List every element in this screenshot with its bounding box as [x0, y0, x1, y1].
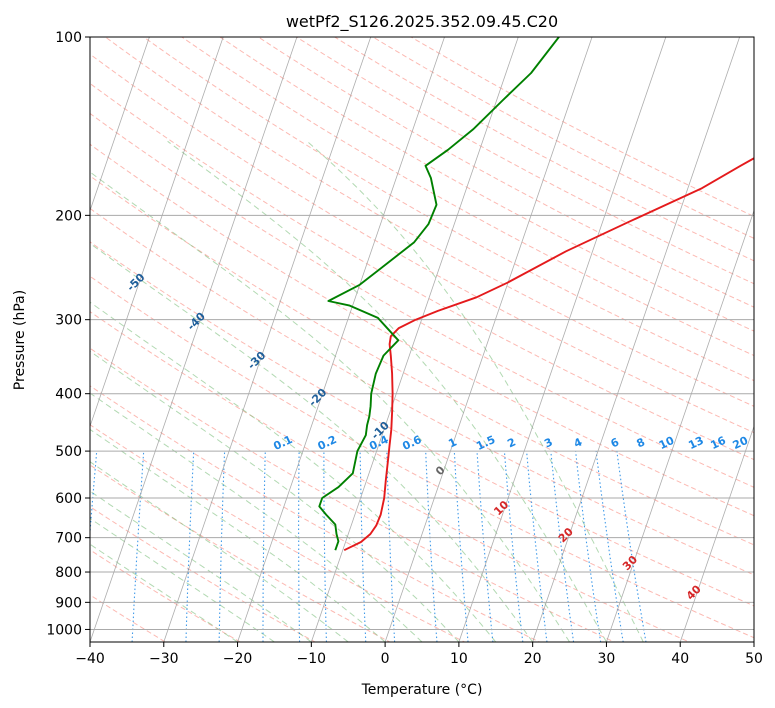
y-tick-label: 400	[55, 387, 82, 403]
isotherm-line	[606, 209, 754, 642]
mixing-ratio-label: 10	[657, 434, 677, 452]
y-tick-label: 500	[55, 444, 82, 460]
dry-adiabat	[90, 311, 691, 642]
dewpoint-line	[318, 37, 560, 551]
x-tick-label: −40	[75, 651, 105, 667]
dry-adiabat	[104, 37, 754, 407]
dry-adiabat	[410, 37, 754, 217]
dry-adiabat	[90, 464, 391, 642]
mixing-ratio-label: 16	[709, 434, 729, 452]
y-tick-label: 700	[55, 531, 82, 547]
x-axis-label: Temperature (°C)	[361, 682, 483, 698]
mixing-ratio-label: 13	[686, 434, 705, 452]
mixing-ratio-line	[262, 451, 266, 642]
dry-adiabat	[90, 424, 466, 642]
isotherm-line	[310, 37, 519, 642]
mixing-ratio-line	[185, 451, 195, 642]
isotherm-line	[90, 37, 298, 642]
y-tick-label: 100	[55, 30, 82, 46]
isotherm-line	[679, 425, 754, 642]
plot-area	[90, 37, 754, 642]
y-tick-label: 900	[55, 595, 82, 611]
x-tick-label: 50	[745, 651, 763, 667]
mixing-ratio-label: 25	[753, 434, 772, 452]
x-tick-label: 10	[450, 651, 468, 667]
mixing-ratio-line	[323, 451, 327, 642]
y-tick-label: 300	[55, 313, 82, 329]
x-tick-label: 20	[524, 651, 542, 667]
dry-adiabat	[90, 112, 754, 488]
dry-adiabat	[142, 37, 754, 382]
mixing-ratio-label: 20	[731, 434, 751, 452]
isotherm-line	[237, 37, 445, 642]
x-tick-label: −10	[297, 651, 327, 667]
y-tick-label: 200	[55, 208, 82, 224]
mixing-ratio-line	[386, 451, 396, 642]
dry-adiabat	[90, 53, 754, 434]
x-tick-label: 40	[671, 651, 689, 667]
isotherm-line	[163, 37, 372, 642]
isotherm-line	[384, 37, 593, 642]
mixing-ratio-line	[131, 451, 145, 642]
mixing-ratio-line	[298, 451, 301, 642]
x-tick-label: 0	[381, 651, 390, 667]
isotherm-line	[90, 37, 224, 428]
series-lines	[318, 37, 754, 552]
x-tick-label: −20	[223, 651, 253, 667]
dry-adiabat	[180, 37, 754, 357]
dry-adiabat	[90, 82, 754, 461]
y-tick-label: 1000	[46, 622, 82, 638]
dry-adiabat	[90, 175, 754, 546]
mixing-ratio-line	[218, 451, 226, 642]
mixing-ratio-line	[425, 451, 438, 642]
x-tick-label: 30	[598, 651, 616, 667]
y-tick-label: 600	[55, 491, 82, 507]
isotherm-line	[458, 37, 667, 642]
chart-title: wetPf2_S126.2025.352.09.45.C20	[286, 12, 558, 32]
y-tick-label: 800	[55, 565, 82, 581]
background-lines	[90, 37, 754, 642]
dry-adiabat	[90, 506, 317, 642]
dry-adiabat	[90, 241, 754, 607]
ticks: −40 −30 −20 −10 0 10 20 30 40 50 100 200 300 400 500 60…	[46, 30, 763, 667]
mixing-ratio-line	[359, 451, 367, 642]
dry-adiabat	[219, 37, 754, 332]
y-axis-label: Pressure (hPa)	[12, 290, 28, 390]
isotherm-line	[90, 37, 150, 212]
isotherm-line	[532, 37, 741, 642]
x-tick-label: −30	[149, 651, 179, 667]
plot-frame	[89, 36, 755, 643]
